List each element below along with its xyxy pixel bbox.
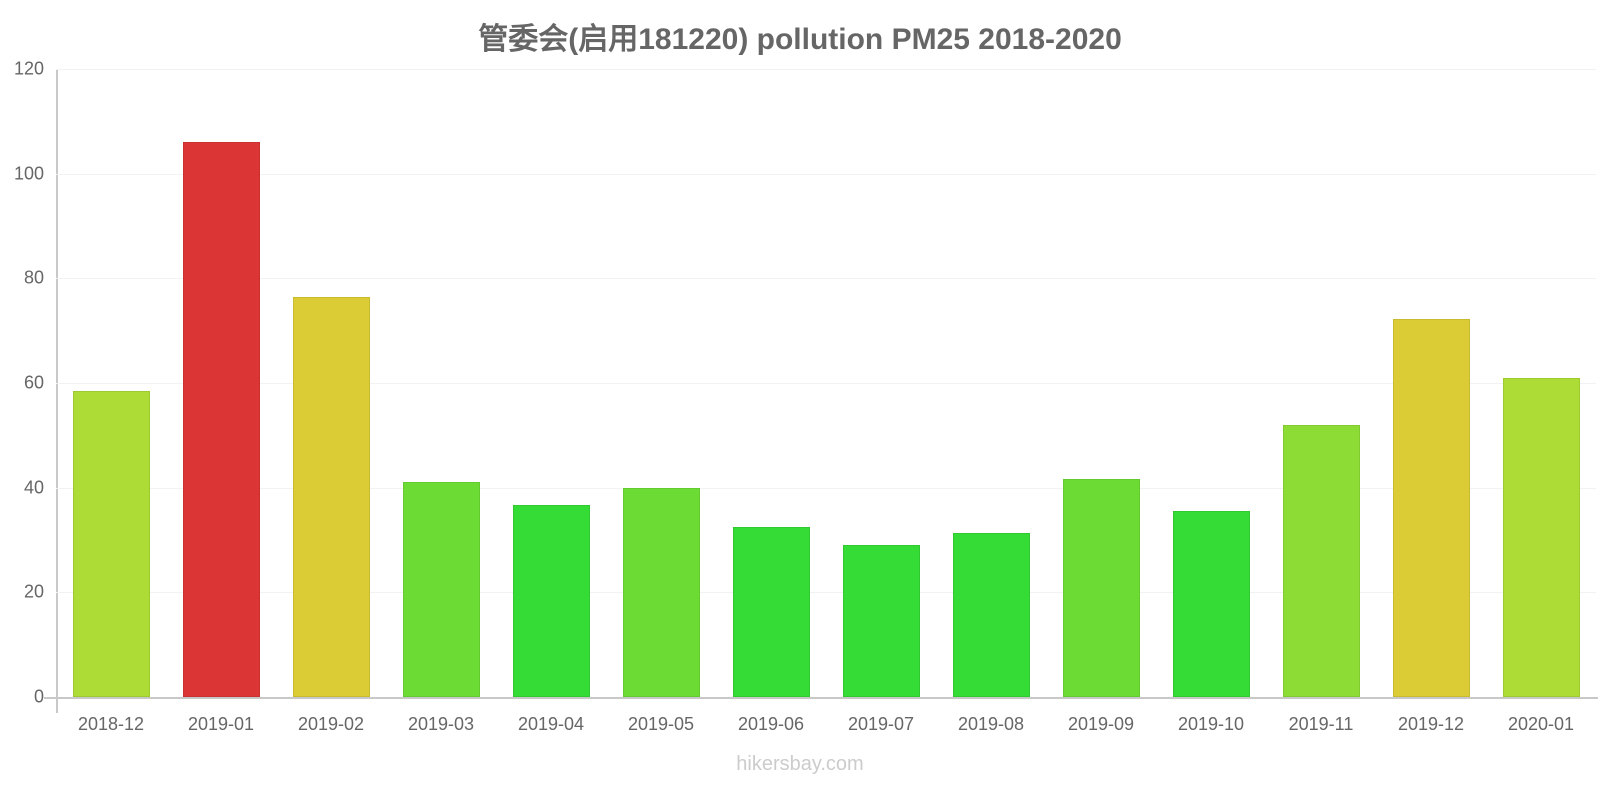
bar-2019-09[interactable] — [1062, 478, 1140, 697]
x-tick-label: 2019-05 — [627, 714, 695, 734]
x-tick-label: 2019-07 — [847, 714, 915, 734]
bar-2020-01[interactable] — [1502, 377, 1580, 697]
gridline — [56, 487, 1596, 489]
y-tick-mark — [44, 697, 56, 699]
gridline — [56, 69, 1596, 70]
x-tick-label: 2019-08 — [957, 714, 1025, 734]
bar-2019-12[interactable] — [1392, 319, 1470, 697]
y-tick-label: 60 — [23, 372, 44, 393]
gridline — [56, 173, 1596, 175]
y-tick-label: 20 — [23, 581, 44, 602]
x-tick-label: 2019-01 — [187, 714, 255, 734]
x-tick-label: 2019-04 — [517, 714, 585, 734]
x-tick-label: 2018-12 — [77, 714, 145, 734]
bar-2019-03[interactable] — [402, 482, 480, 697]
bar-2019-08[interactable] — [952, 533, 1030, 697]
bar-2019-07[interactable] — [842, 545, 920, 697]
bar-2019-01[interactable] — [182, 142, 260, 697]
x-tick-label: 2019-03 — [407, 714, 475, 734]
y-tick-label: 100 — [13, 163, 44, 184]
y-axis-line — [56, 69, 58, 713]
x-tick-label: 2019-02 — [297, 714, 365, 734]
x-axis-line — [44, 697, 1598, 699]
watermark: hikersbay.com — [736, 753, 864, 775]
plot-area: 0 20 40 60 80 100 120 2018-12 2019-01 2019-02 2019… — [14, 59, 1598, 734]
gridline — [56, 383, 1596, 384]
bar-2019-04[interactable] — [512, 504, 590, 697]
y-tick-label: 120 — [13, 58, 44, 79]
bar-2018-12[interactable] — [72, 390, 150, 697]
x-tick-label: 2019-11 — [1288, 714, 1354, 734]
y-tick-label: 40 — [23, 477, 44, 498]
bar-2019-02[interactable] — [292, 296, 370, 697]
gridline — [56, 278, 1596, 280]
x-tick-label: 2019-12 — [1397, 714, 1465, 734]
chart-title: 管委会(启用181220) pollution PM25 2018-2020 — [478, 23, 1122, 56]
bar-2019-06[interactable] — [732, 526, 810, 697]
x-tick-label: 2019-06 — [737, 714, 805, 734]
bar-2019-10[interactable] — [1172, 511, 1250, 697]
gridline — [56, 592, 1596, 594]
bar-2019-05[interactable] — [622, 487, 700, 697]
y-tick-label: 0 — [33, 686, 44, 707]
x-tick-label: 2019-10 — [1177, 714, 1245, 734]
x-tick-label: 2019-09 — [1067, 714, 1135, 734]
bar-2019-11[interactable] — [1282, 424, 1360, 697]
x-tick-label: 2020-01 — [1507, 714, 1575, 734]
y-tick-label: 80 — [23, 267, 44, 288]
